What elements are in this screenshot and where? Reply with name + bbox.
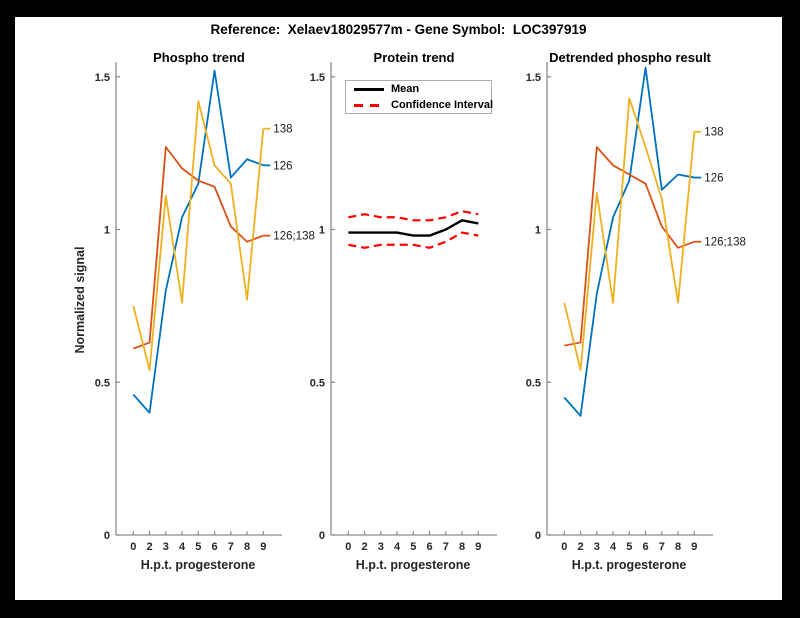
y-tick-label: 1.5 bbox=[526, 72, 541, 84]
x-tick-label: 3 bbox=[378, 541, 384, 553]
x-tick-label: 9 bbox=[691, 541, 697, 553]
x-tick-label: 5 bbox=[626, 541, 632, 553]
x-tick-label: 5 bbox=[195, 541, 201, 553]
x-tick-label: 4 bbox=[610, 541, 617, 553]
series-line-138 bbox=[563, 97, 696, 371]
x-tick-label: 6 bbox=[426, 541, 432, 553]
confidence-interval-line-sample bbox=[354, 103, 384, 107]
legend-box: Mean Confidence Interval bbox=[345, 80, 494, 114]
y-tick-label: 0 bbox=[319, 530, 325, 542]
x-tick-label: 0 bbox=[345, 541, 351, 553]
y-tick-label: 1.5 bbox=[310, 72, 325, 84]
series-line-CI-lower bbox=[348, 231, 479, 249]
x-tick-label: 9 bbox=[475, 541, 481, 553]
series-end-label: 126 bbox=[704, 173, 723, 185]
x-tick-label: 4 bbox=[179, 541, 186, 553]
x-tick-label: 6 bbox=[642, 541, 648, 553]
y-tick-label: 1 bbox=[535, 225, 541, 237]
y-tick-label: 0 bbox=[535, 530, 541, 542]
x-tick-label: 6 bbox=[211, 541, 217, 553]
series-line-126-138 bbox=[132, 146, 264, 350]
x-tick-label: 8 bbox=[459, 541, 465, 553]
x-tick-label: 0 bbox=[561, 541, 567, 553]
x-tick-label: 7 bbox=[443, 541, 449, 553]
y-tick-label: 0 bbox=[104, 530, 110, 542]
subplot3-x-axis-label: H.p.t. progesterone bbox=[571, 558, 687, 572]
x-tick-label: 0 bbox=[130, 541, 136, 553]
x-tick-label: 2 bbox=[577, 541, 583, 553]
subplot2-title: Protein trend bbox=[373, 50, 455, 65]
series-end-label: 126;138 bbox=[704, 237, 746, 249]
x-tick-label: 5 bbox=[410, 541, 416, 553]
x-tick-label: 3 bbox=[594, 541, 600, 553]
x-tick-label: 2 bbox=[146, 541, 152, 553]
y-tick-label: 1 bbox=[104, 225, 110, 237]
legend-item-mean: Mean bbox=[346, 83, 491, 96]
subplot1-title: Phospho trend bbox=[153, 50, 245, 65]
x-tick-label: 8 bbox=[244, 541, 250, 553]
x-tick-label: 2 bbox=[361, 541, 367, 553]
series-end-label: 126 bbox=[273, 160, 292, 172]
x-tick-label: 4 bbox=[394, 541, 401, 553]
series-end-label: 126;138 bbox=[273, 231, 315, 243]
series-line-CI-upper bbox=[348, 210, 479, 222]
x-tick-label: 9 bbox=[260, 541, 266, 553]
series-line-138 bbox=[132, 100, 265, 371]
y-tick-label: 1 bbox=[319, 225, 325, 237]
series-line-126 bbox=[563, 66, 695, 417]
series-end-label: 138 bbox=[704, 127, 723, 139]
mean-line-sample bbox=[354, 87, 384, 91]
x-tick-label: 7 bbox=[228, 541, 234, 553]
figure-window: Reference: Xelaev18029577m - Gene Symbol… bbox=[15, 17, 782, 600]
x-tick-label: 7 bbox=[659, 541, 665, 553]
y-tick-label: 0.5 bbox=[310, 377, 325, 389]
series-line-126 bbox=[132, 69, 264, 414]
y-tick-label: 1.5 bbox=[95, 72, 110, 84]
series-line-Mean bbox=[348, 219, 479, 237]
y-tick-label: 0.5 bbox=[95, 377, 110, 389]
subplot1-x-axis-label: H.p.t. progesterone bbox=[140, 558, 256, 572]
subplot3-title: Detrended phospho result bbox=[549, 50, 711, 65]
series-line-126-138 bbox=[564, 146, 695, 347]
subplot2-x-axis-label: H.p.t. progesterone bbox=[355, 558, 471, 572]
y-tick-label: 0.5 bbox=[526, 377, 541, 389]
legend-label-confidence-interval: Confidence Interval bbox=[391, 99, 494, 111]
x-tick-label: 3 bbox=[163, 541, 169, 553]
series-end-label: 138 bbox=[273, 124, 292, 136]
figure-title: Reference: Xelaev18029577m - Gene Symbol… bbox=[210, 22, 587, 37]
legend-item-confidence-interval: Confidence Interval bbox=[346, 99, 494, 112]
x-tick-label: 8 bbox=[675, 541, 681, 553]
legend-label-mean: Mean bbox=[391, 83, 420, 95]
y-axis-label: Normalized signal bbox=[73, 246, 87, 354]
